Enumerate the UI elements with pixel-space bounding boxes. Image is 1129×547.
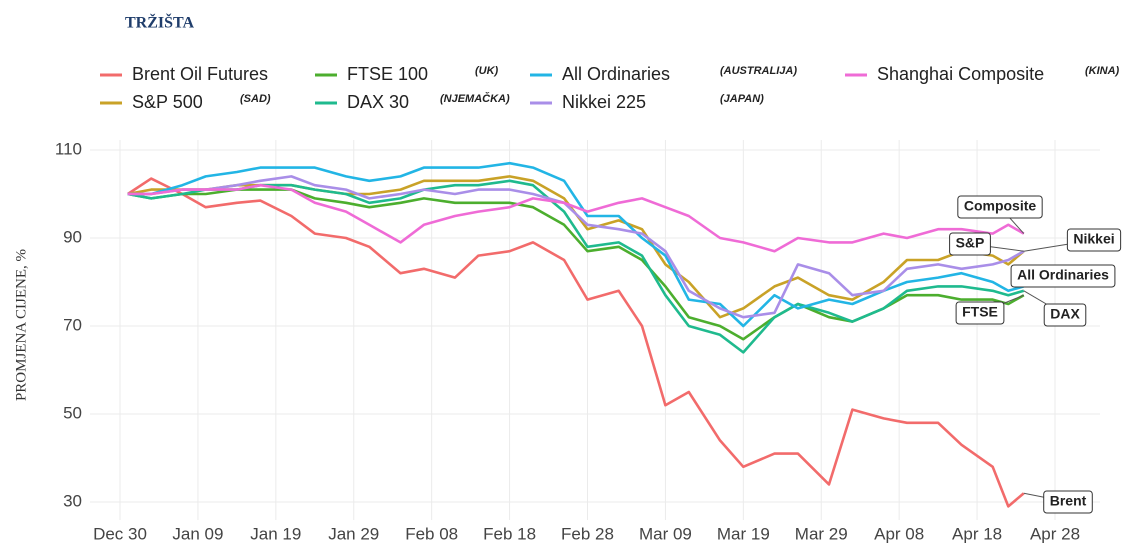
end-label: All Ordinaries	[1017, 267, 1109, 283]
legend-note: (NJEMAČKA)	[440, 92, 510, 105]
chart-title: TRŽIŠTA	[125, 13, 195, 32]
y-tick-label: 90	[63, 227, 82, 246]
y-tick-label: 70	[63, 315, 82, 334]
legend-note: (SAD)	[240, 93, 271, 105]
y-axis-label: PROMJENA CIJENE, %	[13, 249, 29, 401]
legend-note: (AUSTRALIJA)	[720, 65, 797, 77]
legend-label: Nikkei 225	[562, 92, 646, 112]
legend-label: All Ordinaries	[562, 64, 670, 84]
legend-note: (KINA)	[1085, 65, 1120, 77]
end-label-box	[957, 195, 1043, 219]
x-tick-label: Jan 29	[328, 524, 379, 543]
x-tick-label: Apr 08	[874, 524, 924, 543]
legend-label: S&P 500	[132, 92, 203, 112]
end-label: Composite	[964, 198, 1037, 214]
legend-label: DAX 30	[347, 92, 409, 112]
x-tick-label: Mar 09	[639, 524, 692, 543]
series-line	[127, 175, 1025, 319]
legend-label: Shanghai Composite	[877, 64, 1044, 84]
end-label: S&P	[956, 235, 985, 251]
end-label-box	[949, 232, 991, 256]
x-tick-label: Apr 18	[952, 524, 1002, 543]
end-label: Nikkei	[1073, 231, 1114, 247]
series-line	[127, 179, 1025, 354]
y-tick-label: 50	[63, 403, 82, 422]
end-label-box	[955, 301, 1005, 325]
x-tick-label: Feb 28	[561, 524, 614, 543]
series-line	[127, 177, 1025, 508]
x-tick-label: Mar 29	[795, 524, 848, 543]
end-label-box	[1043, 303, 1087, 327]
series-line	[127, 183, 1025, 253]
series-line	[127, 161, 1025, 328]
end-label: FTSE	[962, 304, 998, 320]
legend-label: Brent Oil Futures	[132, 64, 268, 84]
plot-area	[90, 140, 1100, 520]
x-tick-label: Feb 08	[405, 524, 458, 543]
y-tick-label: 110	[55, 139, 82, 158]
x-tick-label: Jan 19	[250, 524, 301, 543]
end-label-box	[1066, 228, 1122, 252]
x-tick-label: Jan 09	[172, 524, 223, 543]
end-label: DAX	[1050, 306, 1080, 322]
legend-note: (JAPAN)	[720, 93, 764, 105]
x-tick-label: Dec 30	[93, 524, 147, 543]
x-tick-label: Apr 28	[1030, 524, 1080, 543]
legend-label: FTSE 100	[347, 64, 428, 84]
x-tick-label: Mar 19	[717, 524, 770, 543]
end-label: Brent	[1050, 493, 1087, 509]
y-tick-label: 30	[63, 491, 82, 510]
end-label-box	[1010, 264, 1116, 288]
end-label-box	[1043, 490, 1093, 514]
x-tick-label: Feb 18	[483, 524, 536, 543]
legend-note: (UK)	[475, 65, 499, 77]
